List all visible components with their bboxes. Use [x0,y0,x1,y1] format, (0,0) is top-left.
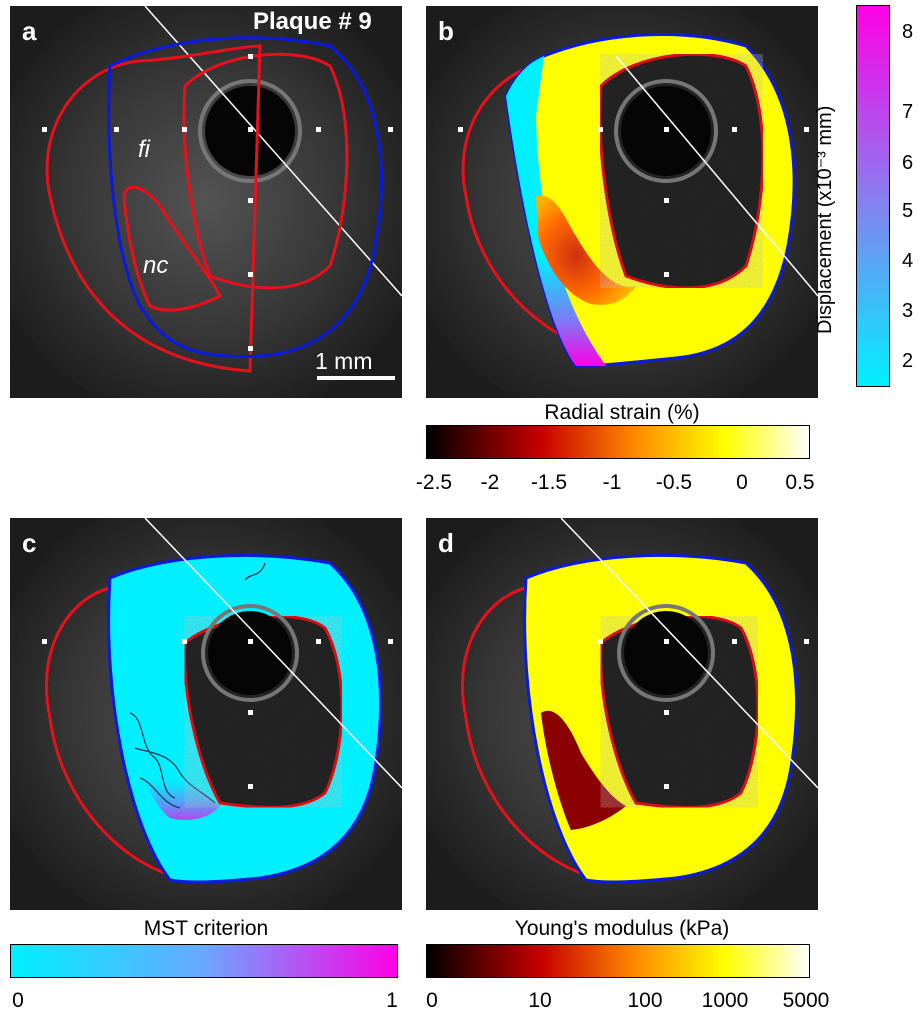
scale-bar-label: 1 mm [315,348,373,374]
mst-colorbar [10,944,398,978]
scale-bar [317,376,395,380]
panel-label-a: a [22,16,37,46]
radial-strain-tick: -1 [602,471,622,494]
radial-strain-colorbar [426,425,810,459]
ultrasound-image-a [10,6,402,398]
mst-image-c [10,518,402,910]
radial-strain-tick: 0.5 [785,471,815,494]
panel-label-d: d [438,528,454,558]
lumen-contour [182,52,349,290]
panel-d: d [426,518,818,910]
youngs-modulus-tick: 10 [528,989,552,1012]
outer-red-contour [45,44,262,373]
displacement-tick: 4 [902,250,914,272]
displacement-tick: 7 [902,101,914,123]
panel-label-b: b [438,16,454,46]
radial-strain-tick: -0.5 [655,471,693,494]
youngs-modulus-tick: 5000 [782,989,830,1012]
radial-strain-title: Radial strain (%) [544,401,700,424]
mst-title: MST criterion [143,917,269,940]
displacement-tick: 2 [902,350,914,372]
displacement-tick: 5 [902,200,914,222]
youngs-modulus-tick: 100 [627,989,663,1012]
radial-strain-tick: -2.5 [415,471,453,494]
modulus-image-d [426,518,818,910]
vessel-contour [107,36,383,359]
panel-b: b [426,6,818,398]
panel-label-c: c [22,528,37,558]
mst-tick: 1 [386,989,398,1012]
panel-a: a Plaque # 9 fi nc 1 mm [10,6,402,398]
displacement-colorbar-title: Displacement (x10⁻³ mm) [814,105,836,334]
annotation-fi: fi [138,136,150,163]
radial-strain-tick: -2 [480,471,500,494]
necrotic-contour [122,185,223,312]
youngs-modulus-tick: 0 [426,989,438,1012]
strain-image-b [426,6,818,398]
youngs-modulus-title: Young's modulus (kPa) [514,917,730,940]
youngs-modulus-colorbar [426,944,810,978]
radial-strain-tick: 0 [736,471,748,494]
displacement-tick: 6 [902,152,914,174]
panel-c: c [10,518,402,910]
displacement-tick: 3 [902,300,914,322]
necrotic-core-region [541,710,626,830]
mst-tick: 0 [12,989,24,1012]
radial-strain-tick: -1.5 [530,471,568,494]
annotation-nc: nc [143,252,169,279]
displacement-tick: 8 [902,21,914,43]
youngs-modulus-tick: 1000 [701,989,749,1012]
displacement-colorbar [856,5,890,387]
plaque-title: Plaque # 9 [253,8,372,35]
